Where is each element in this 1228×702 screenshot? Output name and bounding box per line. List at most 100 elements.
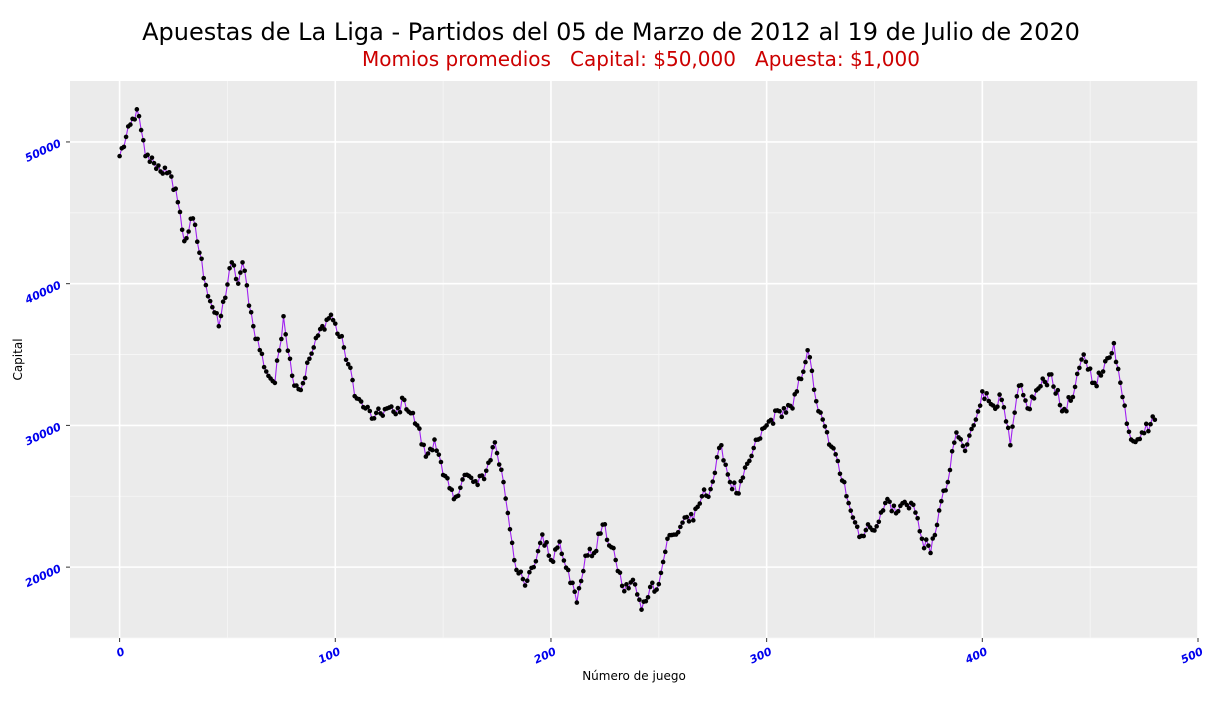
data-point — [251, 323, 256, 329]
data-point — [1107, 355, 1112, 360]
data-point — [882, 500, 888, 506]
data-point — [348, 365, 353, 371]
data-point — [964, 442, 970, 447]
data-point — [848, 508, 854, 513]
data-point — [1072, 384, 1078, 390]
data-point — [1118, 380, 1123, 386]
data-point — [995, 404, 1000, 409]
data-point — [811, 387, 817, 393]
data-point — [535, 548, 541, 554]
data-point — [322, 327, 327, 332]
data-point — [747, 458, 752, 464]
data-point — [1040, 376, 1046, 381]
data-point — [438, 459, 444, 465]
data-point — [121, 144, 127, 150]
data-point — [514, 567, 519, 573]
data-point — [647, 584, 653, 590]
data-point — [274, 358, 280, 363]
data-point — [619, 583, 625, 589]
data-point — [928, 550, 933, 556]
data-point — [244, 283, 250, 288]
data-point — [1001, 405, 1007, 410]
data-point — [650, 580, 655, 586]
data-point — [389, 404, 394, 409]
x-tick-label: 100 — [316, 645, 343, 667]
data-point — [488, 457, 493, 463]
data-point — [626, 585, 631, 591]
data-point — [255, 336, 260, 342]
data-point — [1143, 421, 1149, 427]
data-point — [654, 587, 659, 592]
data-point — [570, 580, 575, 586]
data-point — [697, 501, 703, 506]
data-point — [656, 581, 662, 587]
data-point — [833, 452, 838, 457]
data-point — [822, 424, 828, 429]
data-point — [936, 508, 942, 513]
data-point — [468, 475, 474, 481]
data-point — [872, 528, 877, 533]
x-tick-label: 300 — [748, 645, 775, 667]
data-point — [235, 281, 241, 286]
data-point — [445, 476, 450, 481]
data-point — [222, 295, 228, 301]
data-point — [544, 540, 549, 545]
data-point — [499, 467, 504, 473]
data-point — [854, 524, 860, 530]
data-point — [1010, 424, 1015, 429]
data-point — [283, 332, 288, 337]
data-point — [662, 549, 668, 555]
data-point — [809, 368, 815, 374]
data-point — [751, 445, 756, 451]
data-point — [630, 577, 636, 583]
data-point — [330, 317, 336, 323]
data-point — [509, 540, 515, 546]
data-point — [1018, 382, 1024, 388]
data-point — [117, 153, 122, 159]
data-point — [904, 502, 910, 508]
data-point — [225, 282, 230, 287]
data-point — [714, 454, 720, 460]
data-point — [520, 576, 526, 582]
data-point — [128, 122, 133, 127]
data-point — [813, 399, 819, 404]
data-point — [138, 127, 144, 133]
data-point — [1074, 371, 1080, 377]
data-point — [397, 409, 403, 415]
data-point — [524, 578, 530, 584]
data-point — [263, 369, 269, 374]
data-point — [999, 397, 1005, 403]
data-point — [339, 333, 345, 339]
data-point — [794, 389, 800, 394]
y-tick-labels: 20000 30000 40000 50000 — [22, 137, 63, 590]
data-point — [395, 405, 401, 411]
data-point — [895, 508, 901, 514]
data-point — [156, 163, 161, 168]
axis-ticks — [66, 141, 1199, 642]
data-point — [643, 598, 649, 604]
data-point — [844, 493, 849, 499]
data-point — [522, 583, 528, 588]
data-point — [365, 404, 370, 410]
data-point — [675, 529, 681, 535]
data-point — [332, 321, 338, 326]
data-point — [169, 174, 174, 179]
data-point — [915, 515, 920, 521]
data-point — [210, 304, 215, 310]
data-point — [201, 275, 207, 281]
data-point — [926, 543, 931, 548]
data-point — [496, 462, 502, 467]
data-point — [658, 570, 664, 576]
data-point — [300, 380, 306, 386]
data-point — [790, 406, 795, 411]
data-point — [837, 471, 843, 477]
data-point — [736, 491, 741, 496]
data-point — [1079, 357, 1084, 362]
data-point — [199, 256, 204, 262]
data-point — [259, 351, 265, 357]
data-point — [449, 487, 455, 493]
data-point — [637, 597, 642, 603]
data-point — [279, 336, 284, 342]
data-point — [621, 588, 627, 594]
data-point — [207, 298, 213, 304]
